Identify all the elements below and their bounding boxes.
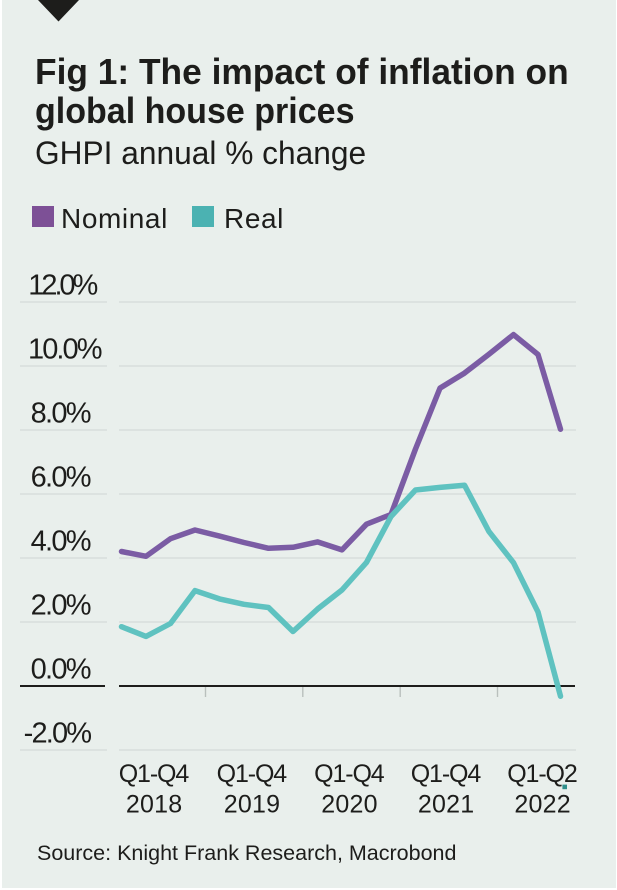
svg-text:2022: 2022 — [514, 791, 570, 819]
svg-text:2.0%: 2.0% — [31, 590, 92, 622]
svg-text:2020: 2020 — [321, 791, 377, 819]
svg-text:2018: 2018 — [126, 791, 182, 819]
svg-text:Q1-Q4: Q1-Q4 — [119, 760, 190, 788]
svg-text:6.0%: 6.0% — [31, 462, 92, 494]
svg-text:Q1-Q2: Q1-Q2 — [507, 760, 578, 788]
svg-text:2021: 2021 — [418, 791, 474, 819]
svg-text:0.0%: 0.0% — [31, 654, 92, 686]
svg-text:Q1-Q4: Q1-Q4 — [217, 760, 288, 788]
svg-text:8.0%: 8.0% — [31, 398, 92, 430]
svg-text:-2.0%: -2.0% — [24, 718, 93, 750]
svg-text:4.0%: 4.0% — [31, 526, 92, 558]
svg-text:12.0%: 12.0% — [28, 270, 98, 302]
svg-text:10.0%: 10.0% — [28, 334, 103, 366]
svg-text:Q1-Q4: Q1-Q4 — [314, 760, 385, 788]
svg-text:2019: 2019 — [224, 791, 280, 819]
svg-text:Q1-Q4: Q1-Q4 — [411, 760, 482, 788]
